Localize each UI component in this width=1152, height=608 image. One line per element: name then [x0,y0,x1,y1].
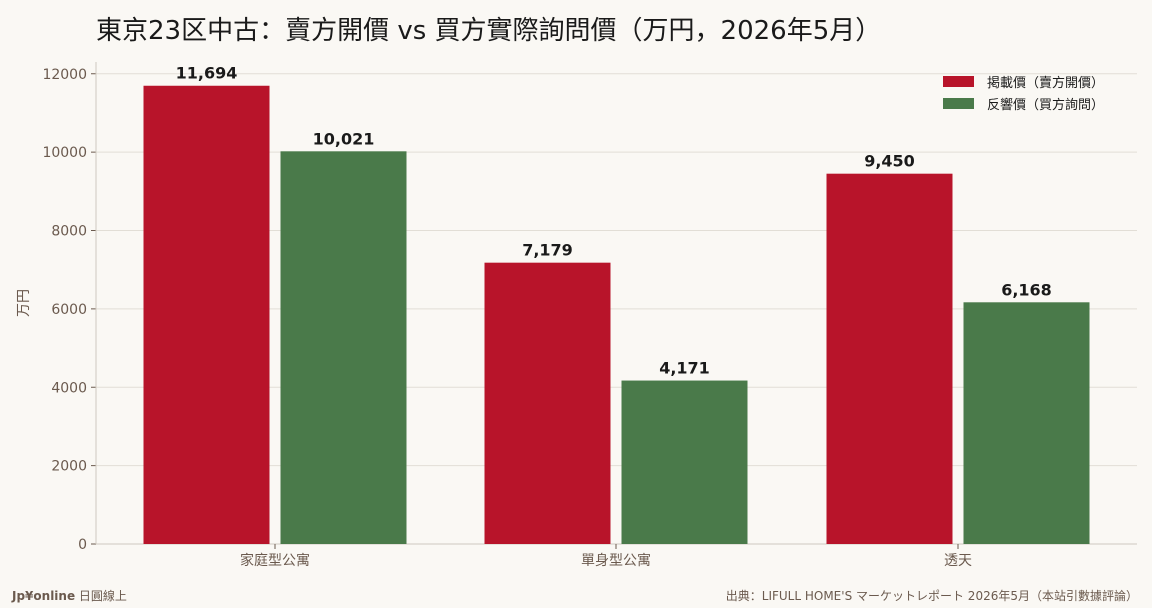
bar [280,151,407,544]
y-tick-label: 2000 [51,459,87,475]
y-tick-label: 0 [78,537,87,553]
data-label: 6,168 [1001,280,1052,299]
legend-label: 掲載價（賣方開價） [987,75,1104,91]
data-label: 4,171 [659,359,710,378]
y-tick-label: 8000 [51,224,87,240]
brand-name: Jp¥online [12,589,76,603]
y-axis-label: 万円 [16,289,32,317]
data-label: 10,021 [313,129,375,148]
data-label: 9,450 [864,152,915,171]
legend-label: 反響價（買方詢問） [987,97,1104,113]
brand-subtitle: 日圓線上 [75,589,127,603]
bar [826,173,953,544]
y-tick-label: 12000 [42,67,87,83]
bar [143,85,270,544]
y-tick-label: 4000 [51,380,87,396]
y-tick-label: 6000 [51,302,87,318]
legend-swatch [943,98,974,109]
chart-title: 東京23区中古：賣方開價 vs 買方實際詢問價（万円，2026年5月） [96,16,882,46]
bar [963,302,1090,544]
data-label: 11,694 [176,64,238,83]
data-label: 7,179 [522,241,573,260]
footer-brand: Jp¥online 日圓線上 [12,587,127,604]
bar [484,262,611,544]
legend-swatch [943,76,974,87]
x-tick-label: 家庭型公寓 [240,552,310,569]
y-tick-label: 10000 [42,145,87,161]
bar [621,380,748,544]
footer-source: 出典：LIFULL HOME'S マーケットレポート 2026年5月（本站引數據… [725,589,1138,603]
x-tick-label: 單身型公寓 [581,552,651,569]
x-tick-label: 透天 [944,553,972,569]
